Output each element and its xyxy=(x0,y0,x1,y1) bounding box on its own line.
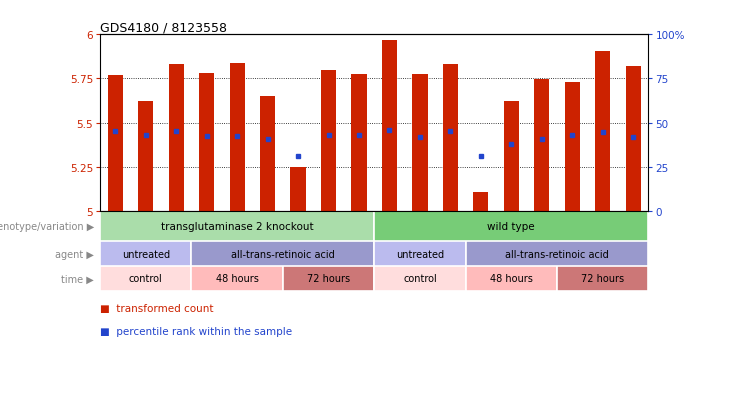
Text: 48 hours: 48 hours xyxy=(490,274,533,284)
Bar xyxy=(382,40,397,212)
Bar xyxy=(374,266,465,291)
Bar xyxy=(100,242,191,266)
Bar xyxy=(557,266,648,291)
Text: agent ▶: agent ▶ xyxy=(56,249,94,259)
Text: all-trans-retinoic acid: all-trans-retinoic acid xyxy=(231,249,335,259)
Text: 72 hours: 72 hours xyxy=(307,274,350,284)
Bar xyxy=(290,168,306,212)
Bar xyxy=(465,242,648,266)
Bar xyxy=(230,63,245,212)
Bar xyxy=(473,192,488,212)
Text: ■  transformed count: ■ transformed count xyxy=(100,304,213,313)
Bar xyxy=(351,75,367,212)
Bar xyxy=(625,67,641,212)
Bar xyxy=(169,65,184,212)
Text: all-trans-retinoic acid: all-trans-retinoic acid xyxy=(505,249,609,259)
Text: 48 hours: 48 hours xyxy=(216,274,259,284)
Bar xyxy=(443,65,458,212)
Bar xyxy=(100,266,191,291)
Text: untreated: untreated xyxy=(396,249,444,259)
Text: wild type: wild type xyxy=(488,222,535,232)
Bar xyxy=(534,80,549,212)
Bar xyxy=(191,266,283,291)
Text: untreated: untreated xyxy=(122,249,170,259)
Text: 72 hours: 72 hours xyxy=(581,274,624,284)
Bar xyxy=(100,212,374,242)
Bar xyxy=(374,212,648,242)
Text: genotype/variation ▶: genotype/variation ▶ xyxy=(0,222,94,232)
Text: control: control xyxy=(129,274,162,284)
Bar xyxy=(321,71,336,212)
Bar xyxy=(374,242,465,266)
Bar xyxy=(283,266,374,291)
Text: ■  percentile rank within the sample: ■ percentile rank within the sample xyxy=(100,326,292,336)
Bar xyxy=(199,74,214,212)
Bar xyxy=(595,52,611,212)
Bar xyxy=(504,102,519,212)
Text: transglutaminase 2 knockout: transglutaminase 2 knockout xyxy=(161,222,313,232)
Text: GDS4180 / 8123558: GDS4180 / 8123558 xyxy=(100,21,227,34)
Text: control: control xyxy=(403,274,436,284)
Bar xyxy=(138,102,153,212)
Bar xyxy=(412,75,428,212)
Bar xyxy=(260,97,275,212)
Bar xyxy=(107,76,123,212)
Bar xyxy=(465,266,557,291)
Text: time ▶: time ▶ xyxy=(62,274,94,284)
Bar xyxy=(565,83,580,212)
Bar xyxy=(191,242,374,266)
